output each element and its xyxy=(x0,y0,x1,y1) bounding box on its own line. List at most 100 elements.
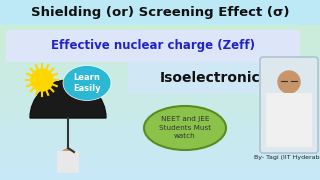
Bar xyxy=(0,172,320,173)
Bar xyxy=(0,151,320,152)
Bar xyxy=(0,47,320,48)
Bar xyxy=(0,44,320,45)
Bar xyxy=(0,97,320,98)
Bar xyxy=(0,112,320,113)
Bar xyxy=(0,43,320,44)
Bar xyxy=(0,20,320,21)
FancyBboxPatch shape xyxy=(128,62,292,94)
Bar xyxy=(0,61,320,62)
Bar xyxy=(0,122,320,123)
Bar xyxy=(0,104,320,105)
Bar xyxy=(0,114,320,115)
Bar xyxy=(0,22,320,23)
Bar xyxy=(0,24,320,25)
Bar xyxy=(0,127,320,128)
Bar xyxy=(0,160,320,161)
Bar xyxy=(0,166,320,167)
Bar xyxy=(0,13,320,14)
Bar xyxy=(0,94,320,95)
Bar xyxy=(0,124,320,125)
Bar xyxy=(0,70,320,71)
Bar xyxy=(0,102,320,103)
Bar xyxy=(0,79,320,80)
Bar xyxy=(0,74,320,75)
Bar xyxy=(0,26,320,27)
Bar xyxy=(0,36,320,37)
Bar xyxy=(0,8,320,9)
Bar xyxy=(0,105,320,106)
Bar xyxy=(0,53,320,54)
Bar xyxy=(0,138,320,139)
Bar xyxy=(0,37,320,38)
Bar xyxy=(0,84,320,85)
FancyBboxPatch shape xyxy=(266,93,312,147)
Bar xyxy=(0,7,320,8)
Bar xyxy=(0,173,320,174)
Bar xyxy=(0,134,320,135)
Bar xyxy=(0,86,320,87)
Bar xyxy=(0,17,320,18)
Bar xyxy=(0,93,320,94)
Bar xyxy=(0,119,320,120)
Bar xyxy=(0,82,320,83)
Bar xyxy=(0,125,320,126)
Bar xyxy=(0,90,320,91)
Text: NEET and JEE
Students Must
watch: NEET and JEE Students Must watch xyxy=(159,116,211,140)
Bar xyxy=(0,2,320,3)
Bar xyxy=(0,31,320,32)
Bar xyxy=(0,88,320,89)
Bar xyxy=(0,16,320,17)
Bar xyxy=(0,120,320,121)
Bar xyxy=(0,155,320,156)
Bar xyxy=(0,33,320,34)
Bar xyxy=(0,137,320,138)
Bar xyxy=(0,9,320,10)
Bar xyxy=(0,116,320,117)
Bar xyxy=(0,133,320,134)
Text: By- Tagi (IIT Hyderabad): By- Tagi (IIT Hyderabad) xyxy=(254,156,320,161)
Bar xyxy=(0,75,320,76)
Bar xyxy=(0,11,320,12)
Bar xyxy=(0,167,320,168)
Bar xyxy=(0,83,320,84)
Bar xyxy=(0,117,320,118)
Bar xyxy=(0,48,320,49)
Bar xyxy=(0,29,320,30)
Bar xyxy=(0,108,320,109)
Bar xyxy=(0,118,320,119)
Bar xyxy=(0,139,320,140)
Bar xyxy=(0,30,320,31)
Bar xyxy=(0,148,320,149)
Bar xyxy=(0,59,320,60)
Bar xyxy=(0,63,320,64)
Bar xyxy=(0,99,320,100)
Bar xyxy=(0,15,320,16)
Bar xyxy=(0,3,320,4)
Bar xyxy=(0,158,320,159)
Bar xyxy=(0,109,320,110)
Bar xyxy=(0,57,320,58)
Bar xyxy=(0,131,320,132)
Bar xyxy=(0,178,320,179)
Bar xyxy=(0,5,320,6)
Bar xyxy=(0,4,320,5)
Bar xyxy=(0,98,320,99)
Bar xyxy=(0,171,320,172)
FancyBboxPatch shape xyxy=(260,57,318,153)
Circle shape xyxy=(61,149,75,163)
Bar xyxy=(0,64,320,65)
Bar xyxy=(0,58,320,59)
Bar xyxy=(0,156,320,157)
Bar xyxy=(0,39,320,40)
Bar xyxy=(0,154,320,155)
Bar xyxy=(0,161,320,162)
Bar xyxy=(0,55,320,56)
Bar xyxy=(0,141,320,142)
Bar xyxy=(0,126,320,127)
Bar xyxy=(0,35,320,36)
Bar xyxy=(0,135,320,136)
Bar xyxy=(0,177,320,178)
Bar xyxy=(0,50,320,51)
Bar xyxy=(0,41,320,42)
Bar xyxy=(0,34,320,35)
